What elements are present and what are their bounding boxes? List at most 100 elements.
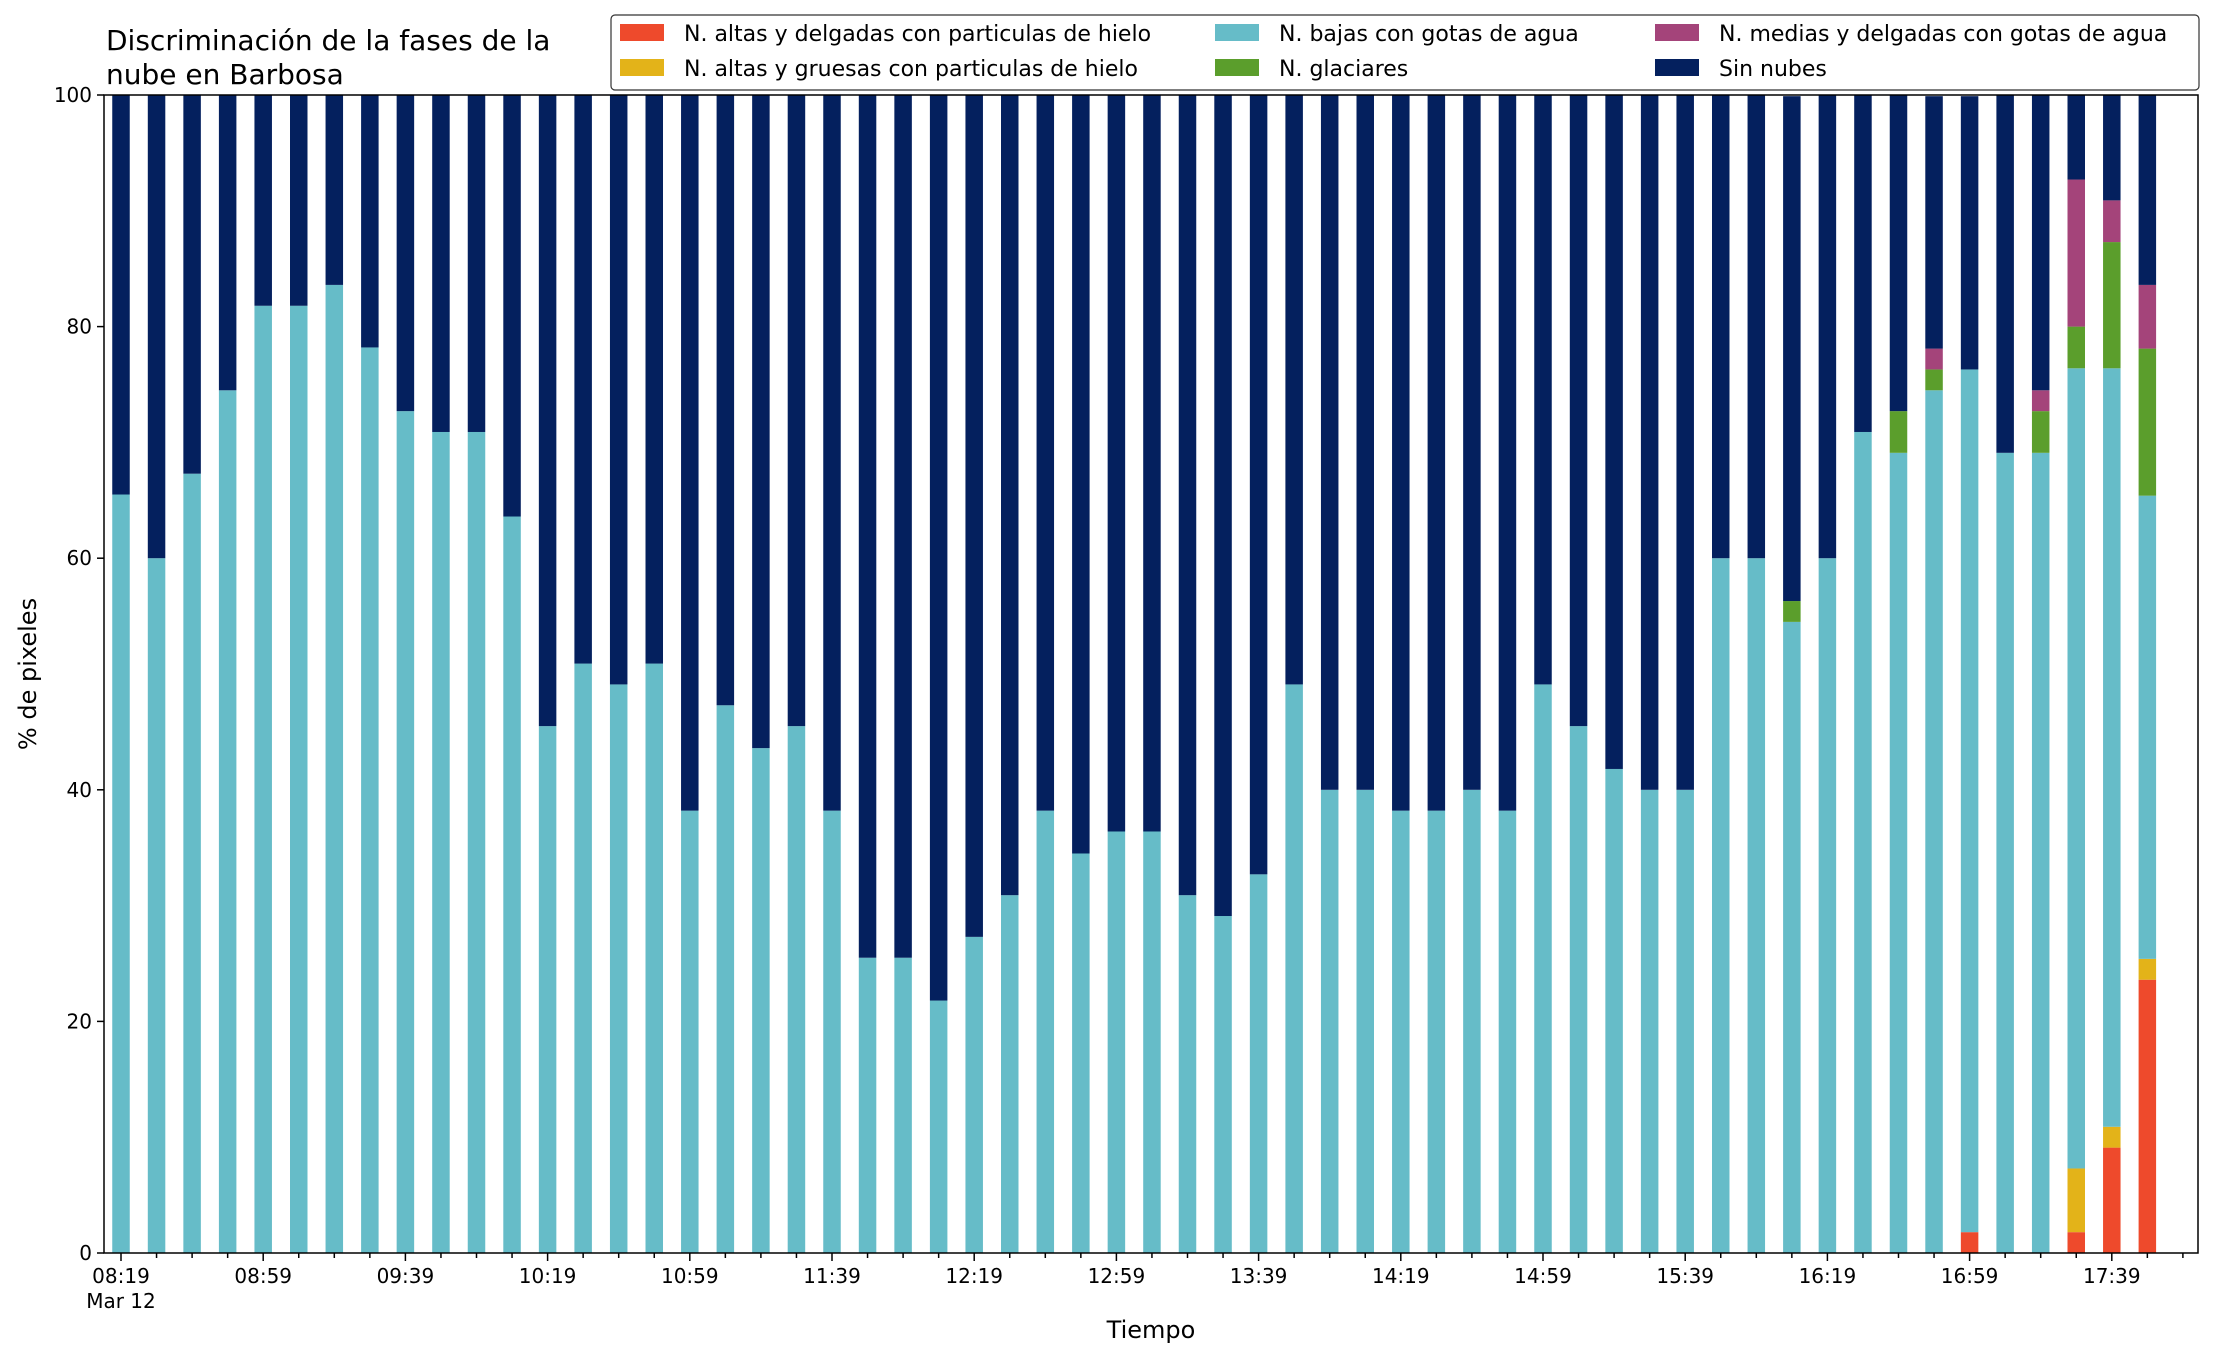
x-tick-label-0: 08:19: [92, 1264, 150, 1288]
x-tick-label-5: 11:39: [803, 1264, 861, 1288]
bars-layer: [112, 95, 2157, 1254]
bar-segment-s3-54: [2031, 411, 2050, 453]
bar-segment-s5-22: [894, 95, 912, 958]
bar-segment-s5-6: [325, 95, 344, 285]
bar-segment-s5-34: [1320, 95, 1339, 790]
bar-segment-s5-48: [1818, 95, 1837, 559]
bar-segment-s4-56: [2103, 200, 2121, 243]
x-tick-sublabel-0: Mar 12: [86, 1289, 156, 1313]
bar-segment-s5-30: [1178, 95, 1197, 896]
bar-segment-s2-16: [681, 810, 699, 1253]
bar-segment-s2-43: [1640, 789, 1659, 1253]
chart-title-line-1: Discriminación de la fases de la: [106, 24, 550, 57]
x-axis-label: Tiempo: [1106, 1316, 1196, 1344]
bar-segment-s5-47: [1783, 96, 1801, 602]
y-tick-label-1: 20: [67, 1009, 92, 1033]
bar-segment-s2-31: [1214, 916, 1232, 1253]
bar-segment-s3-57: [2138, 348, 2157, 496]
bar-segment-s2-2: [183, 473, 201, 1253]
bar-segment-s2-33: [1285, 684, 1303, 1253]
chart-title-line-2: nube en Barbosa: [106, 58, 344, 91]
bar-segment-s2-54: [2031, 452, 2050, 1253]
bar-segment-s5-36: [1392, 95, 1410, 811]
bar-segment-s5-9: [432, 95, 450, 432]
bar-segment-s5-16: [681, 95, 699, 811]
bar-segment-s5-13: [574, 95, 592, 664]
bar-segment-s5-33: [1285, 95, 1303, 685]
bar-segment-s0-55: [2067, 1232, 2085, 1253]
bar-segment-s5-8: [396, 95, 415, 412]
bar-segment-s2-0: [112, 494, 130, 1253]
legend-label-5: Sin nubes: [1719, 57, 1827, 82]
bar-segment-s2-15: [645, 663, 663, 1253]
bar-segment-s5-56: [2103, 95, 2121, 201]
bar-segment-s3-47: [1783, 601, 1801, 622]
bar-segment-s5-17: [716, 95, 735, 706]
bar-segment-s5-44: [1676, 95, 1694, 790]
x-tick-label-11: 15:39: [1656, 1264, 1714, 1288]
bar-segment-s5-52: [1960, 96, 1979, 370]
bar-segment-s5-29: [1143, 95, 1161, 832]
bar-segment-s5-31: [1214, 95, 1232, 917]
bar-segment-s5-38: [1463, 95, 1481, 790]
bar-segment-s5-43: [1640, 95, 1659, 790]
bar-segment-s2-44: [1676, 789, 1694, 1253]
bar-segment-s2-48: [1818, 558, 1837, 1253]
bar-segment-s2-12: [538, 726, 557, 1253]
bar-segment-s2-28: [1107, 831, 1126, 1253]
bar-segment-s2-49: [1854, 431, 1872, 1254]
bar-segment-s2-8: [396, 411, 415, 1253]
bar-segment-s2-11: [503, 516, 521, 1253]
bar-segment-s5-23: [929, 95, 948, 1001]
bar-segment-s2-45: [1712, 558, 1730, 1253]
legend-swatch-5: [1655, 59, 1699, 76]
bar-segment-s3-55: [2067, 326, 2085, 369]
chart-title: Discriminación de la fases de la nube en…: [106, 24, 550, 91]
bar-segment-s2-14: [609, 684, 628, 1253]
bar-segment-s5-28: [1107, 95, 1126, 832]
bar-segment-s5-10: [467, 95, 486, 432]
x-tick-label-1: 08:59: [234, 1264, 292, 1288]
x-tick-label-6: 12:19: [945, 1264, 1003, 1288]
legend-label-1: N. altas y gruesas con particulas de hie…: [684, 57, 1138, 82]
bar-segment-s2-34: [1320, 789, 1339, 1253]
bar-segment-s5-12: [538, 95, 557, 727]
y-axis: 0 20 40 60 80 100: [54, 83, 104, 1265]
bar-segment-s2-27: [1072, 853, 1090, 1253]
bar-segment-s5-32: [1249, 95, 1268, 875]
bar-segment-s5-2: [183, 95, 201, 474]
bar-segment-s5-1: [147, 95, 166, 559]
bar-segment-s2-40: [1534, 684, 1552, 1253]
bar-segment-s3-50: [1889, 411, 1908, 453]
bar-segment-s2-47: [1783, 621, 1801, 1253]
bar-segment-s1-55: [2067, 1168, 2085, 1233]
bar-segment-s5-39: [1498, 95, 1517, 811]
bar-segment-s0-56: [2103, 1147, 2121, 1253]
bar-segment-s3-51: [1925, 369, 1943, 391]
bar-segment-s2-24: [965, 936, 983, 1253]
y-tick-label-3: 60: [67, 546, 92, 570]
x-tick-label-9: 14:19: [1372, 1264, 1430, 1288]
bar-segment-s5-42: [1605, 95, 1623, 769]
bar-segment-s5-26: [1036, 95, 1055, 811]
bar-segment-s5-55: [2067, 95, 2085, 180]
bar-segment-s2-51: [1925, 390, 1943, 1253]
bar-segment-s2-29: [1143, 831, 1161, 1253]
x-tick-label-8: 13:39: [1230, 1264, 1288, 1288]
x-tick-label-3: 10:19: [519, 1264, 577, 1288]
bar-segment-s5-27: [1072, 95, 1090, 854]
bar-segment-s2-41: [1569, 726, 1588, 1253]
bar-segment-s2-5: [290, 305, 308, 1253]
bar-segment-s2-30: [1178, 895, 1197, 1253]
legend-swatch-4: [1655, 24, 1699, 41]
bar-segment-s2-57: [2138, 495, 2157, 959]
bar-segment-s5-5: [290, 95, 308, 306]
bar-segment-s2-13: [574, 663, 592, 1253]
bar-segment-s2-3: [218, 390, 237, 1253]
bar-segment-s5-46: [1747, 95, 1766, 559]
bar-segment-s5-51: [1925, 96, 1943, 349]
bar-segment-s5-15: [645, 95, 663, 664]
legend-label-4: N. medias y delgadas con gotas de agua: [1719, 22, 2167, 47]
bar-segment-s5-49: [1854, 95, 1872, 432]
y-tick-label-5: 100: [54, 83, 92, 107]
